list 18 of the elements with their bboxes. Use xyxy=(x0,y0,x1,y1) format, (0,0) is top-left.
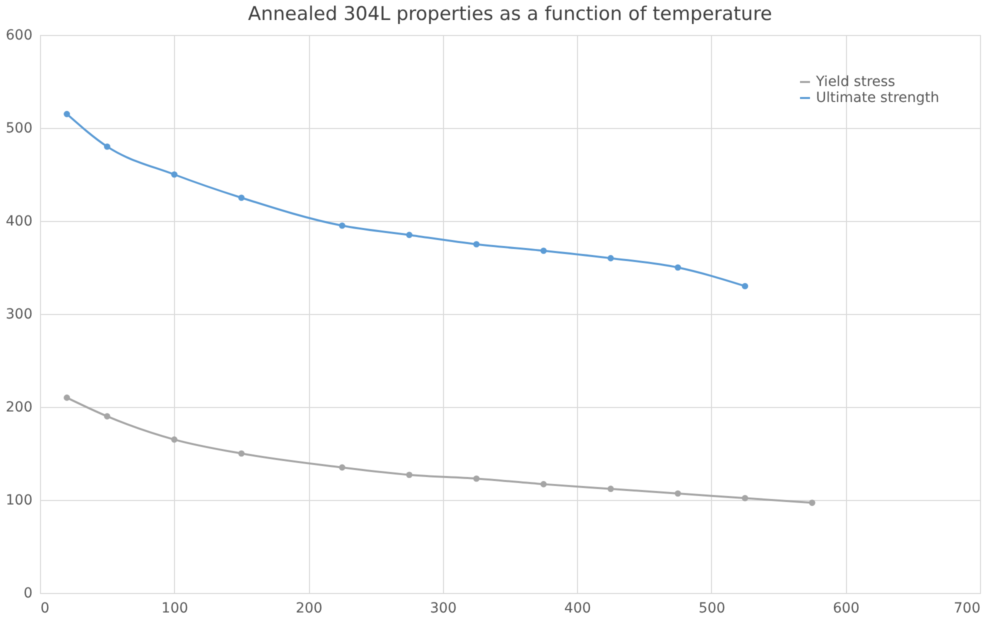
y-tick-label: 300 xyxy=(6,306,32,322)
x-tick-label: 700 xyxy=(954,600,980,616)
x-tick-label: 600 xyxy=(832,600,860,616)
y-tick-label: 100 xyxy=(6,492,32,508)
legend-label: Ultimate strength xyxy=(816,90,940,106)
y-tick-label: 500 xyxy=(6,120,32,136)
y-tick-label: 600 xyxy=(6,28,32,44)
x-tick-label: 400 xyxy=(564,600,592,616)
x-tick-label: 100 xyxy=(161,600,188,616)
legend-label: Yield stress xyxy=(815,74,896,90)
y-tick-label: 0 xyxy=(24,586,32,602)
x-tick-label: 200 xyxy=(296,600,322,616)
y-tick-label: 400 xyxy=(6,214,32,230)
x-tick-label: 500 xyxy=(698,600,726,616)
x-tick-label: 300 xyxy=(430,600,457,616)
y-tick-label: 200 xyxy=(6,400,32,416)
x-tick-label: 0 xyxy=(40,600,50,616)
chart-title: Annealed 304L properties as a function of temperature xyxy=(248,3,772,25)
